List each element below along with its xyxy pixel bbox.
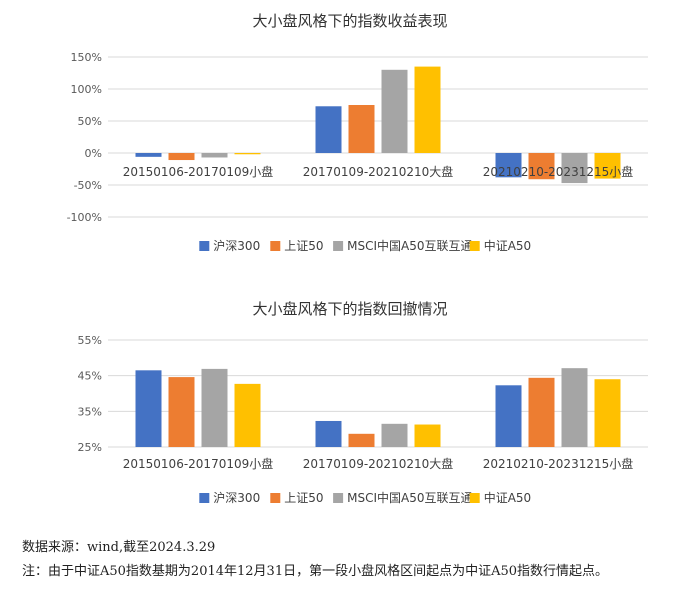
legend-label: MSCI中国A50互联互通 [347, 490, 472, 505]
legend-label: 上证50 [284, 239, 323, 253]
chart-svg: 大小盘风格下的指数回撤情况 55% 45% 35% 25% 20150106-201701… [78, 300, 648, 505]
drawdown-chart: 大小盘风格下的指数回撤情况 55% 45% 35% 25% 20150106-201701… [0, 292, 700, 522]
chart-title: 大小盘风格下的指数收益表现 [252, 12, 447, 30]
bar [348, 105, 375, 153]
bar [414, 424, 441, 447]
bar [201, 368, 228, 447]
bar [381, 423, 408, 447]
y-tick-label: 100% [71, 83, 102, 96]
category-label: 20170109-20210210大盘 [303, 164, 454, 179]
legend-label: 沪深300 [213, 491, 260, 505]
bar [561, 368, 588, 447]
legend-label: 中证A50 [484, 490, 531, 505]
legend-swatch [469, 241, 480, 251]
legend-label: 上证50 [284, 491, 323, 505]
legend-label: 沪深300 [213, 239, 260, 253]
bar [135, 153, 162, 157]
y-tick-label: -100% [67, 211, 102, 224]
chart-title: 大小盘风格下的指数回撤情况 [252, 300, 447, 318]
bar [528, 377, 555, 447]
chart-svg: 大小盘风格下的指数收益表现 150% 100% 50% 0% -50% -100% 20150… [67, 12, 648, 253]
bar [135, 370, 162, 447]
bar [594, 379, 621, 447]
bar [234, 153, 261, 155]
y-tick-label: 150% [71, 51, 102, 64]
bar [348, 433, 375, 447]
legend: 沪深300 上证50 MSCI中国A50互联互通 中证A50 [199, 490, 531, 505]
bar [201, 153, 228, 158]
legend-label: MSCI中国A50互联互通 [347, 238, 472, 253]
category-label: 20170109-20210210大盘 [303, 456, 454, 471]
y-tick-label: 50% [78, 115, 102, 128]
legend-label: 中证A50 [484, 238, 531, 253]
bar [495, 385, 522, 447]
bar [234, 383, 261, 447]
footnote: 注：由于中证A50指数基期为2014年12月31日，第一段小盘风格区间起点为中证… [22, 564, 609, 579]
y-tick-label: 25% [78, 441, 102, 454]
legend-swatch [270, 493, 281, 503]
category-label: 20210210-20231215小盘 [483, 164, 634, 179]
category-label: 20150106-20170109小盘 [123, 164, 274, 179]
bar [168, 153, 195, 161]
chart-notes: 数据来源：wind,截至2024.3.29 注：由于中证A50指数基期为2014… [22, 536, 692, 584]
category-label: 20150106-20170109小盘 [123, 456, 274, 471]
bar [495, 153, 522, 178]
legend-swatch [270, 241, 281, 251]
y-tick-label: -50% [74, 179, 102, 192]
y-tick-label: 55% [78, 334, 102, 347]
category-label: 20210210-20231215小盘 [483, 456, 634, 471]
bar [315, 106, 342, 153]
bar [168, 377, 195, 447]
y-tick-label: 35% [78, 405, 102, 418]
y-tick-label: 0% [85, 147, 102, 160]
bar [381, 69, 408, 153]
legend-swatch [199, 493, 210, 503]
bar [315, 420, 342, 447]
y-tick-label: 45% [78, 370, 102, 383]
bar [414, 66, 441, 153]
legend-swatch [333, 241, 344, 251]
legend-swatch [469, 493, 480, 503]
bar [528, 153, 555, 180]
bar [594, 153, 621, 179]
legend-swatch [333, 493, 344, 503]
legend: 沪深300 上证50 MSCI中国A50互联互通 中证A50 [199, 238, 531, 253]
legend-swatch [199, 241, 210, 251]
returns-chart: 大小盘风格下的指数收益表现 150% 100% 50% 0% -50% -100% 20150… [0, 0, 700, 290]
data-source-note: 数据来源：wind,截至2024.3.29 [22, 540, 216, 555]
bar [561, 153, 588, 184]
